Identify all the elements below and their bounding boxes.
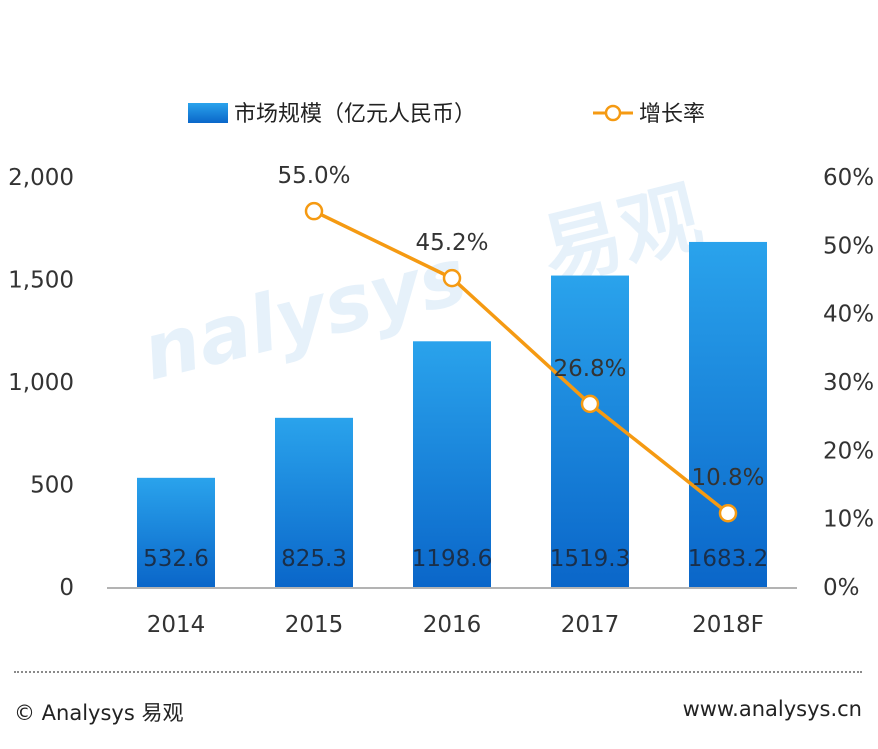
y-right-tick-label: 20%: [823, 438, 874, 464]
legend-marker: [604, 104, 622, 122]
bar-value-label: 1198.6: [412, 546, 492, 572]
bar: [137, 477, 215, 587]
y-right-tick-label: 0%: [823, 575, 860, 601]
y-left-tick-label: 1,000: [8, 370, 74, 396]
line-marker: [580, 394, 600, 414]
bar-value-label: 1519.3: [550, 546, 630, 572]
x-axis-labels: 2014 2015 2016 2017 2018F: [147, 612, 764, 638]
bar-value-label: 1683.2: [688, 546, 768, 572]
x-tick-label: 2017: [561, 612, 620, 638]
y-axis-right: 0% 10% 20% 30% 40% 50% 60%: [823, 165, 874, 601]
line-value-label: 10.8%: [691, 465, 764, 491]
footer-copyright: © Analysys 易观: [14, 701, 184, 725]
y-left-tick-label: 2,000: [8, 165, 74, 191]
y-right-tick-label: 50%: [823, 233, 874, 259]
bar: [551, 275, 629, 587]
line-value-label: 45.2%: [415, 230, 488, 256]
line-series: 55.0% 45.2% 26.8% 10.8%: [277, 163, 765, 523]
bar: [689, 241, 767, 587]
combo-chart: 市场规模（亿元人民币） 增长率 0 500 1,000 1,500 2,000 0% 10%…: [8, 102, 874, 638]
bar-series: 532.6 825.3 1198.6 1519.3 1683.2: [137, 241, 768, 587]
growth-line: [313, 209, 730, 515]
bar-value-label: 825.3: [281, 546, 347, 572]
bar: [413, 341, 491, 587]
y-left-tick-label: 1,500: [8, 268, 74, 294]
y-left-tick-label: 0: [59, 575, 74, 601]
y-right-tick-label: 40%: [823, 302, 874, 328]
x-tick-label: 2014: [147, 612, 206, 638]
legend-swatch-bar: [188, 103, 228, 123]
legend-label-line: 增长率: [639, 102, 705, 127]
bar: [275, 417, 353, 587]
x-tick-label: 2016: [423, 612, 482, 638]
line-value-label: 55.0%: [277, 163, 350, 189]
y-right-tick-label: 30%: [823, 370, 874, 396]
footer-website[interactable]: www.analysys.cn: [682, 697, 862, 721]
legend-label-bar: 市场规模（亿元人民币）: [234, 102, 476, 127]
footer-divider: [14, 671, 862, 673]
y-right-tick-label: 10%: [823, 507, 874, 533]
line-marker: [718, 503, 738, 523]
y-right-tick-label: 60%: [823, 165, 874, 191]
line-marker: [304, 201, 324, 221]
bar-value-label: 532.6: [143, 546, 209, 572]
x-tick-label: 2015: [285, 612, 344, 638]
line-value-label: 26.8%: [553, 356, 626, 382]
legend: 市场规模（亿元人民币） 增长率: [188, 102, 705, 127]
y-left-tick-label: 500: [30, 473, 74, 499]
line-marker: [442, 268, 462, 288]
y-axis-left: 0 500 1,000 1,500 2,000: [8, 165, 74, 601]
x-tick-label: 2018F: [692, 612, 764, 638]
